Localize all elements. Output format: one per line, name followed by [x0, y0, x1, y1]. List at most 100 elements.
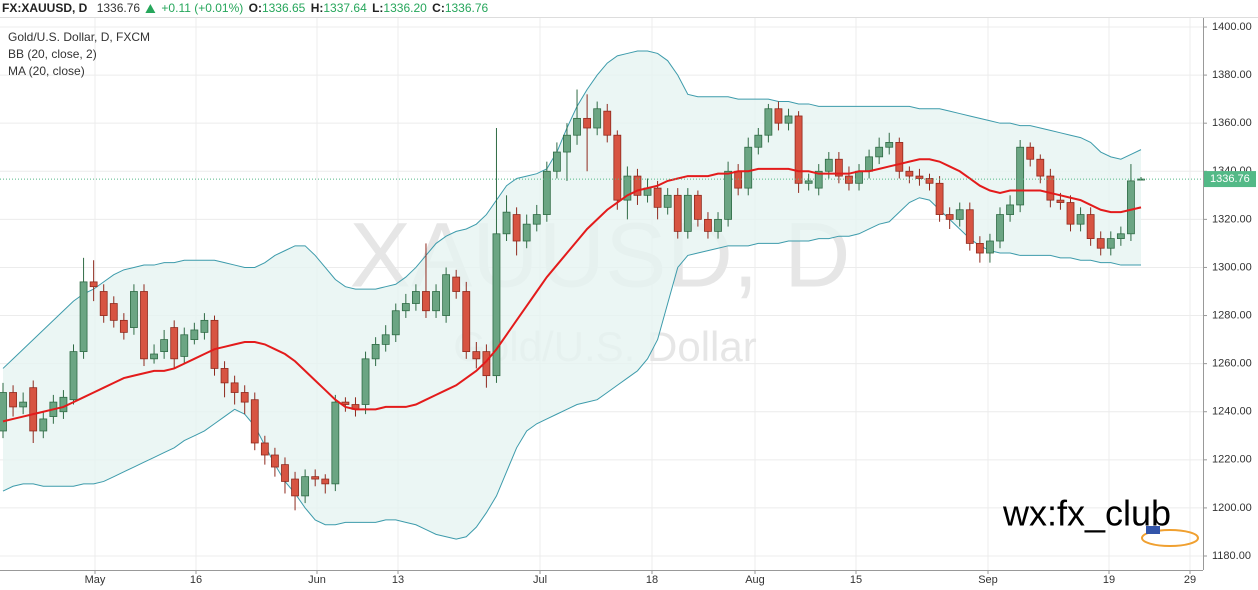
- legend-item: Gold/U.S. Dollar, D, FXCM: [8, 30, 150, 44]
- candle-body: [1026, 146, 1035, 160]
- candle-body: [59, 396, 68, 413]
- candle-body: [230, 382, 239, 393]
- candle-body: [623, 175, 632, 201]
- candle-body: [905, 170, 914, 177]
- field-value: 1336.65: [262, 1, 306, 15]
- x-tick-label: 19: [1103, 574, 1115, 586]
- candle-body: [613, 134, 622, 201]
- candle-body: [321, 478, 330, 485]
- candle-body: [583, 117, 592, 129]
- candle-body: [915, 175, 924, 179]
- candle-body: [160, 339, 169, 353]
- candle-body: [965, 209, 974, 244]
- candle-body: [855, 170, 863, 184]
- candle-body: [331, 401, 340, 485]
- candle-body: [240, 392, 249, 403]
- candle-body: [1127, 180, 1135, 235]
- y-tick-label: 1320.00: [1212, 213, 1252, 225]
- candle-body: [39, 418, 48, 432]
- symbol: FX:XAUUSD, D: [2, 1, 88, 15]
- candle-body: [492, 233, 501, 377]
- y-tick-label: 1380.00: [1212, 69, 1252, 81]
- candle-body: [1096, 238, 1105, 249]
- candle-body: [754, 134, 763, 148]
- candle-body: [1006, 204, 1014, 215]
- candle-body: [593, 108, 602, 129]
- candle-body: [452, 276, 461, 292]
- candle-body: [1116, 233, 1125, 239]
- logo: [1141, 526, 1199, 547]
- field-label: O:: [249, 1, 262, 15]
- y-tick-label: 1200.00: [1212, 502, 1252, 514]
- candle-body: [502, 211, 511, 235]
- candle-body: [9, 392, 17, 408]
- y-tick-label: 1260.00: [1212, 358, 1252, 370]
- candle-body: [170, 327, 179, 360]
- x-tick-label: May: [85, 574, 106, 586]
- candle-body: [1016, 146, 1025, 206]
- candle-body: [301, 476, 310, 497]
- overlay-text: wx:fx_club: [1002, 493, 1171, 534]
- candle-body: [311, 476, 320, 480]
- header: FX:XAUUSD, D 1336.76 +0.11 (+0.01%) O:13…: [2, 1, 489, 15]
- candle-body: [210, 319, 219, 369]
- candle-body: [532, 214, 541, 225]
- y-tick-label: 1220.00: [1212, 454, 1252, 466]
- candle-body: [542, 170, 551, 215]
- candle-body: [1056, 199, 1065, 203]
- marks: [0, 50, 1203, 540]
- candle-body: [804, 180, 813, 184]
- change: +0.11 (+0.01%): [161, 1, 243, 15]
- candle-body: [412, 291, 420, 304]
- candle-body: [552, 151, 561, 172]
- candle-body: [271, 454, 279, 468]
- candle-body: [472, 351, 481, 360]
- candle-body: [834, 158, 843, 177]
- candle-body: [563, 134, 571, 153]
- candle-body: [69, 351, 78, 401]
- current-price-box: [1204, 171, 1256, 188]
- candle-body: [774, 108, 783, 124]
- candle-body: [200, 319, 209, 333]
- x-tick-label: 16: [190, 574, 202, 586]
- legend-item: MA (20, close): [8, 64, 85, 78]
- candle-body: [401, 303, 410, 312]
- candle-body: [1106, 238, 1115, 249]
- candle-body: [0, 392, 7, 432]
- candle-body: [381, 334, 390, 345]
- x-tick-label: Aug: [745, 574, 765, 586]
- candle-body: [371, 343, 380, 360]
- ma-line: [2, 158, 1142, 423]
- y-tick-label: 1360.00: [1212, 117, 1252, 129]
- candle-body: [845, 175, 853, 184]
- up-arrow: [145, 4, 156, 13]
- y-tick-label: 1180.00: [1212, 550, 1251, 562]
- candle-body: [683, 194, 692, 232]
- candle-body: [250, 399, 259, 444]
- candle-body: [603, 110, 612, 136]
- candle-body: [925, 178, 934, 184]
- candle-body: [150, 353, 158, 360]
- candle-body: [945, 214, 954, 220]
- candle-body: [180, 334, 189, 357]
- candle-body: [140, 291, 148, 360]
- candle-body: [1036, 158, 1045, 177]
- field-label: C:: [432, 1, 445, 15]
- band-upper: [2, 50, 1142, 369]
- candle-body: [109, 303, 118, 321]
- field-value: 1336.20: [383, 1, 427, 15]
- candle-body: [119, 319, 128, 333]
- candle-body: [291, 478, 299, 497]
- candle-body: [29, 387, 38, 432]
- candle-body: [391, 310, 400, 336]
- candle-body: [99, 291, 108, 316]
- candle-body: [79, 281, 88, 353]
- y-tick-label: 1240.00: [1212, 406, 1252, 418]
- header-bar: [0, 0, 1258, 17]
- candle-body: [734, 170, 743, 189]
- candle-body: [996, 214, 1004, 242]
- logo-shape: [1141, 529, 1199, 547]
- candle-body: [704, 218, 712, 232]
- candle-body: [885, 142, 894, 148]
